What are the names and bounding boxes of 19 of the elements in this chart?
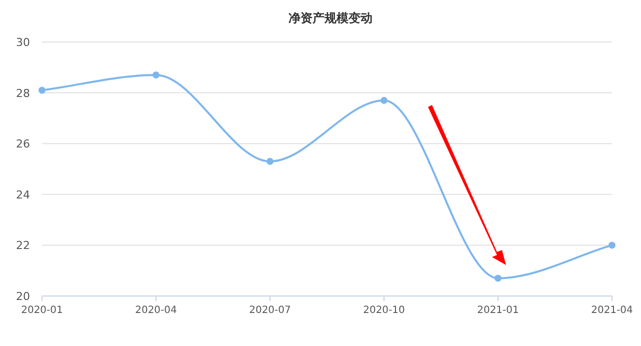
x-tick-label: 2020-01	[21, 305, 63, 316]
x-tick-label: 2020-10	[363, 305, 405, 316]
y-tick-label: 24	[16, 188, 30, 202]
point	[266, 158, 274, 165]
x-tick-label: 2021-04	[591, 305, 633, 316]
point	[152, 72, 160, 79]
point	[38, 86, 46, 94]
x-tick-label: 2021-01	[477, 305, 519, 316]
y-tick-label: 22	[16, 239, 30, 252]
y-tick-label: 28	[16, 86, 30, 100]
x-tick-label: 2020-07	[249, 305, 291, 316]
chart-title: 净资产规模变动	[288, 11, 372, 25]
y-tick-label: 20	[16, 290, 30, 303]
point	[608, 242, 616, 249]
x-tick-label: 2020-04	[135, 305, 177, 316]
point	[494, 274, 502, 282]
y-tick-label: 26	[16, 138, 30, 151]
point	[380, 96, 388, 104]
y-tick-label: 30	[16, 36, 30, 49]
